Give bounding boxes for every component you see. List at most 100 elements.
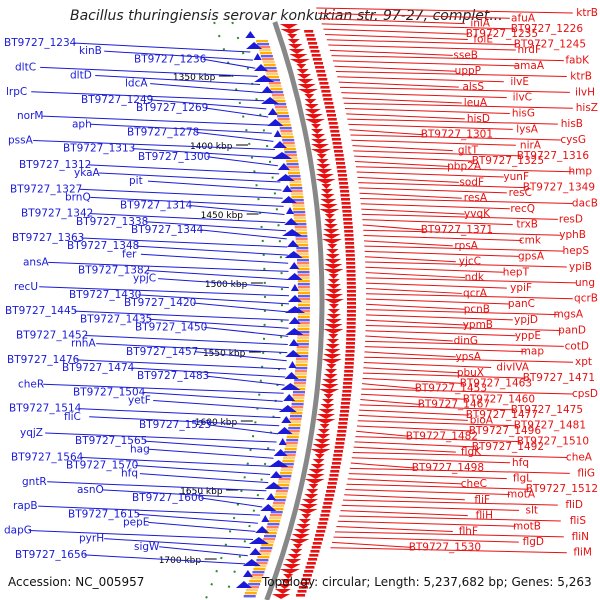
reverse-gene-arrow bbox=[323, 394, 334, 399]
cog-band-segment bbox=[292, 397, 305, 400]
cog-band-segment bbox=[291, 199, 304, 202]
cog-band-segment bbox=[297, 325, 310, 328]
cog-band-segment bbox=[298, 295, 310, 298]
cog-band-segment bbox=[297, 265, 310, 268]
reverse-feature-segment bbox=[316, 70, 326, 73]
reverse-feature-segment bbox=[322, 94, 332, 97]
reverse-gene-arrow bbox=[320, 404, 335, 409]
reverse-feature-segment bbox=[323, 98, 333, 101]
reverse-gene-arrow bbox=[304, 109, 321, 114]
reverse-gene-arrow bbox=[324, 264, 343, 269]
leader-line-forward bbox=[148, 448, 274, 459]
forward-gene-arrow bbox=[287, 240, 300, 247]
cog-band-segment bbox=[290, 412, 303, 415]
gene-label-reverse: ypjD bbox=[514, 314, 538, 326]
reverse-feature-segment bbox=[338, 422, 348, 425]
leader-line-reverse bbox=[358, 182, 526, 189]
reverse-gene-arrow bbox=[327, 279, 340, 284]
leader-line-forward bbox=[193, 302, 289, 313]
cog-band-segment bbox=[290, 415, 302, 418]
cog-band-segment bbox=[297, 334, 310, 337]
reverse-feature-segment bbox=[343, 382, 353, 385]
leader-line-reverse bbox=[344, 494, 465, 501]
reverse-gene-arrow bbox=[292, 544, 303, 549]
gene-label-reverse: slt bbox=[525, 504, 538, 516]
forward-gene-arrow bbox=[277, 163, 290, 170]
gene-label-reverse: BT9727_1492 bbox=[472, 441, 544, 453]
leader-line-reverse bbox=[345, 489, 510, 496]
reverse-gene-arrow bbox=[289, 54, 308, 59]
gene-label-reverse: inlA bbox=[470, 18, 490, 30]
gene-label-reverse: amaA bbox=[514, 60, 545, 72]
cog-band-segment bbox=[253, 568, 266, 571]
reverse-feature-segment bbox=[331, 462, 341, 465]
reverse-feature-segment bbox=[346, 262, 356, 265]
gene-label-reverse: ilvH bbox=[575, 86, 595, 98]
leader-line-forward bbox=[45, 432, 277, 443]
gene-label-reverse: qcrA bbox=[463, 287, 488, 299]
reverse-feature-segment bbox=[327, 118, 337, 121]
reverse-feature-segment bbox=[334, 450, 343, 453]
leader-line-forward bbox=[135, 465, 271, 475]
gene-label-reverse: alsS bbox=[463, 81, 485, 93]
cog-band-segment bbox=[291, 400, 304, 403]
forward-gene-arrow bbox=[283, 394, 296, 401]
cog-band-segment bbox=[261, 544, 274, 547]
reverse-feature-segment bbox=[319, 82, 329, 85]
reverse-feature-segment bbox=[343, 218, 353, 221]
gene-label-reverse: fliG bbox=[577, 467, 595, 479]
cog-band-segment bbox=[297, 271, 310, 274]
reverse-feature-segment bbox=[346, 334, 356, 337]
leader-line-forward bbox=[137, 513, 258, 524]
leader-line-reverse bbox=[318, 12, 510, 19]
cog-band-segment bbox=[273, 499, 286, 502]
cog-band-segment bbox=[297, 337, 310, 340]
reverse-feature-segment bbox=[309, 46, 319, 49]
reverse-gene-arrow bbox=[304, 94, 315, 99]
gene-label-reverse: xpt bbox=[575, 356, 592, 368]
gene-label-reverse: lysA bbox=[516, 123, 539, 135]
gene-label-forward: BT9727_1300 bbox=[138, 151, 210, 163]
reverse-feature-segment bbox=[339, 414, 349, 417]
kbp-tick-label: 1550 kbp bbox=[203, 349, 246, 359]
gene-label-reverse: yphB bbox=[559, 229, 586, 241]
forward-gene-arrow bbox=[268, 460, 289, 467]
reverse-feature-segment bbox=[346, 310, 356, 313]
cog-band-segment bbox=[296, 346, 309, 349]
gene-label-reverse: nirA bbox=[520, 139, 542, 151]
leader-line-reverse bbox=[353, 446, 456, 453]
gene-label-reverse: hepT bbox=[503, 266, 530, 278]
leader-line-forward bbox=[140, 253, 289, 264]
reverse-feature-segment bbox=[347, 294, 356, 297]
cog-band-segment bbox=[256, 559, 269, 562]
leader-line-forward bbox=[73, 42, 251, 53]
reverse-gene-arrow bbox=[306, 489, 319, 494]
cog-band-segment bbox=[274, 103, 287, 106]
cog-band-segment bbox=[287, 166, 300, 169]
gene-label-forward: BT9727_1327 bbox=[10, 183, 82, 195]
topology-text: Topology: circular; Length: 5,237,682 bp… bbox=[262, 575, 592, 589]
leader-line-reverse bbox=[365, 282, 507, 289]
cog-band-segment bbox=[278, 481, 290, 484]
leader-line-reverse bbox=[354, 441, 475, 448]
gene-label-reverse: BT9727_1471 bbox=[523, 372, 595, 384]
cog-band-segment bbox=[296, 253, 309, 256]
leader-line-reverse bbox=[365, 293, 573, 300]
leader-line-forward bbox=[138, 294, 290, 305]
reverse-feature-segment bbox=[312, 542, 322, 545]
reverse-gene-arrow bbox=[315, 419, 336, 424]
cog-band-segment bbox=[295, 229, 307, 232]
leader-line-reverse bbox=[351, 457, 511, 464]
gene-label-reverse: hfq bbox=[512, 457, 529, 469]
reverse-gene-arrow bbox=[304, 114, 323, 119]
leader-line-reverse bbox=[364, 250, 519, 257]
reverse-feature-segment bbox=[340, 406, 350, 409]
reverse-gene-arrow bbox=[325, 254, 340, 259]
forward-gene-arrow bbox=[288, 339, 299, 346]
leader-line-reverse bbox=[360, 393, 466, 400]
leader-line-reverse bbox=[332, 541, 412, 548]
reverse-gene-arrow bbox=[325, 289, 342, 294]
forward-gene-arrow bbox=[253, 53, 262, 60]
cog-band-segment bbox=[248, 583, 261, 586]
